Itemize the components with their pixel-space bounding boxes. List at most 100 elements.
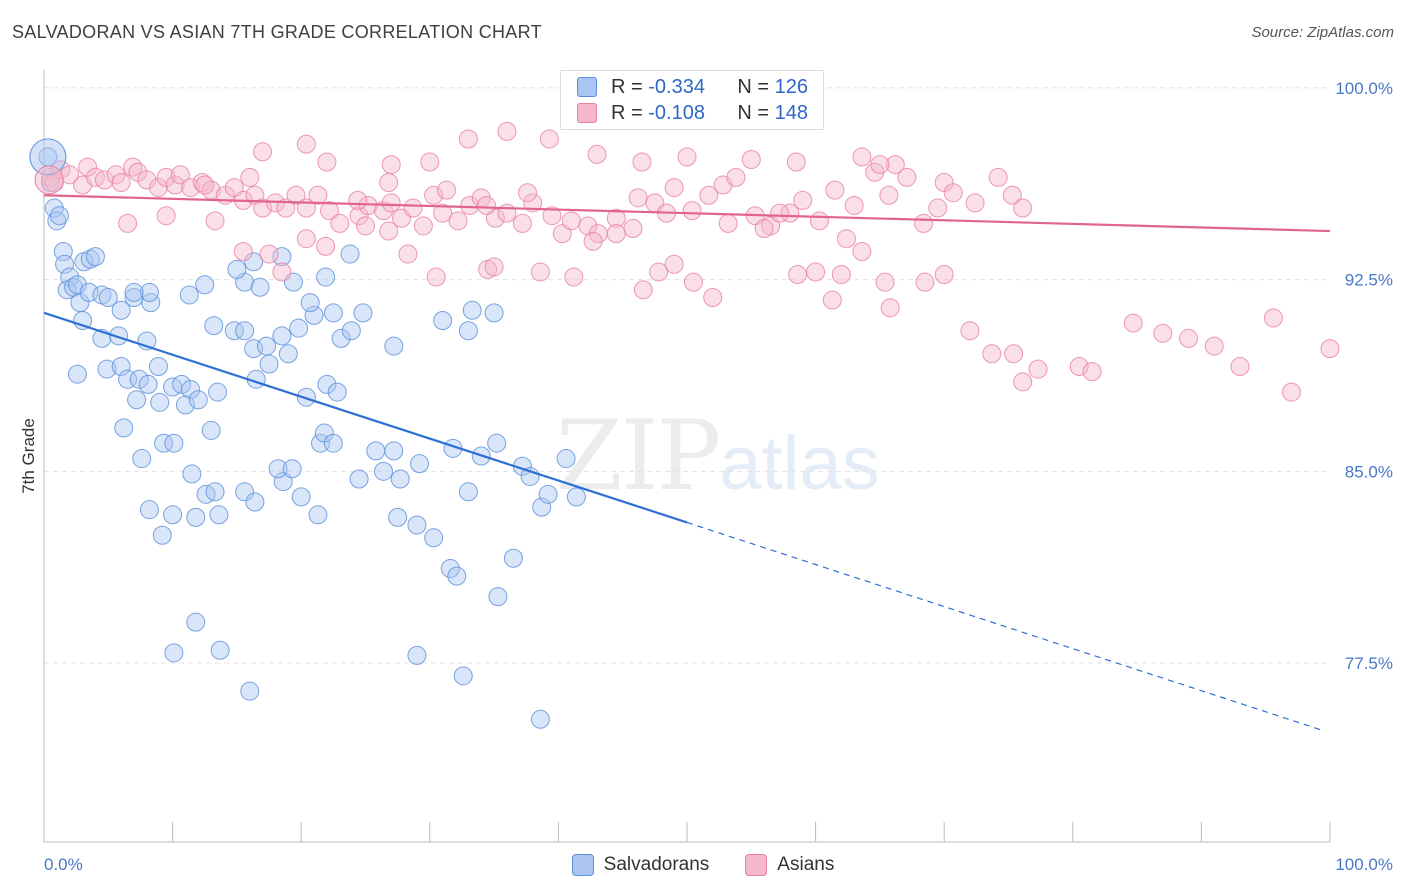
salvadoran-point — [80, 249, 100, 269]
asian-point — [561, 211, 581, 231]
salvadoran-point — [201, 420, 221, 440]
salvadoran-point — [114, 418, 134, 438]
asian-point — [413, 216, 433, 236]
salvadoran-point — [308, 505, 328, 525]
salvadoran-point — [384, 336, 404, 356]
asian-point — [928, 198, 948, 218]
asian-point — [683, 272, 703, 292]
salvadoran-point — [323, 303, 343, 323]
salvadoran-point — [453, 666, 473, 686]
asian-point — [578, 216, 598, 236]
asian-point — [699, 185, 719, 205]
asian-point — [633, 280, 653, 300]
salvadoran-point — [384, 441, 404, 461]
asian-point — [253, 198, 273, 218]
salvadoran-point — [331, 328, 351, 348]
x-tick-label: 0.0% — [44, 855, 83, 874]
asian-point — [825, 180, 845, 200]
asian-point — [308, 185, 328, 205]
asian-point — [836, 229, 856, 249]
salvadoran-point — [163, 505, 183, 525]
stats-legend: R = -0.334 N = 126 R = -0.108 N = 148 — [560, 70, 824, 130]
asian-point — [754, 218, 774, 238]
asian-point — [1179, 328, 1199, 348]
salvadoran-point — [532, 497, 552, 517]
legend-r-value: -0.334 — [648, 75, 705, 98]
asian-point — [870, 155, 890, 175]
salvadoran-point — [272, 326, 292, 346]
salvadoran-point — [138, 374, 158, 394]
salvadoran-point — [164, 433, 184, 453]
asian-point — [424, 185, 444, 205]
asian-point — [379, 172, 399, 192]
asian-point — [965, 193, 985, 213]
salvadoran-point — [447, 566, 467, 586]
salvadoran-point — [407, 645, 427, 665]
asian-point — [583, 231, 603, 251]
salvadoran-point — [300, 293, 320, 313]
asian-point — [403, 198, 423, 218]
asian-point — [374, 201, 394, 221]
watermark-atlas: atlas — [719, 421, 880, 506]
y-tick-label: 92.5% — [1345, 271, 1393, 290]
salvadoran-point — [291, 487, 311, 507]
asian-point — [476, 195, 496, 215]
salvadoran-point — [503, 548, 523, 568]
salvadoran-point — [172, 374, 192, 394]
salvadoran-point — [47, 211, 67, 231]
salvadoran-point — [390, 469, 410, 489]
asian-point — [786, 152, 806, 172]
salvadoran-point — [227, 259, 247, 279]
salvadoran-point — [181, 380, 201, 400]
asian-point — [664, 254, 684, 274]
asian-point — [793, 190, 813, 210]
salvadoran-point — [60, 267, 80, 287]
salvadoran-point — [118, 369, 138, 389]
asian-point — [156, 206, 176, 226]
asians-legend-swatch — [745, 854, 768, 876]
asian-point — [741, 149, 761, 169]
salvadoran-point — [353, 303, 373, 323]
asian-point — [420, 152, 440, 172]
salvadoran-point — [97, 359, 117, 379]
asian-point — [433, 203, 453, 223]
asian-point — [1281, 382, 1301, 402]
asian-point — [170, 165, 190, 185]
salvadoran-point — [235, 321, 255, 341]
salvadoran-point — [278, 344, 298, 364]
asian-point — [165, 175, 185, 195]
salvadoran-point — [341, 321, 361, 341]
y-tick-label: 77.5% — [1345, 654, 1393, 673]
asian-point — [319, 201, 339, 221]
salvadoran-point — [538, 484, 558, 504]
asian-point — [398, 244, 418, 264]
asian-point — [530, 262, 550, 282]
asian-point — [780, 203, 800, 223]
asian-point — [606, 224, 626, 244]
asian-point — [628, 188, 648, 208]
salvadoran-point — [124, 282, 144, 302]
asian-point — [809, 211, 829, 231]
salvadoran-point — [209, 505, 229, 525]
salvadoran-point — [208, 382, 228, 402]
salvadoran-trend-line — [43, 311, 688, 524]
asian-point — [649, 262, 669, 282]
salvadoran-point — [304, 305, 324, 325]
salvadoran-point — [556, 449, 576, 469]
salvadoran-point — [139, 282, 159, 302]
asian-point — [259, 244, 279, 264]
asian-point — [379, 221, 399, 241]
asian-point — [822, 290, 842, 310]
salvadoran-point — [268, 459, 288, 479]
asian-point — [94, 170, 114, 190]
salvadoran-point — [407, 515, 427, 535]
asian-point — [356, 216, 375, 236]
salvadoran-point — [55, 254, 75, 274]
y-tick-label: 85.0% — [1345, 462, 1393, 481]
salvadoran-point — [150, 392, 170, 412]
salvadoran-point — [111, 300, 131, 320]
legend-row-asians: R = -0.108 N = 148 — [577, 101, 808, 125]
salvadoran-point — [210, 640, 230, 660]
legend-r-label: R = — [611, 75, 643, 98]
asian-point — [1230, 357, 1250, 377]
